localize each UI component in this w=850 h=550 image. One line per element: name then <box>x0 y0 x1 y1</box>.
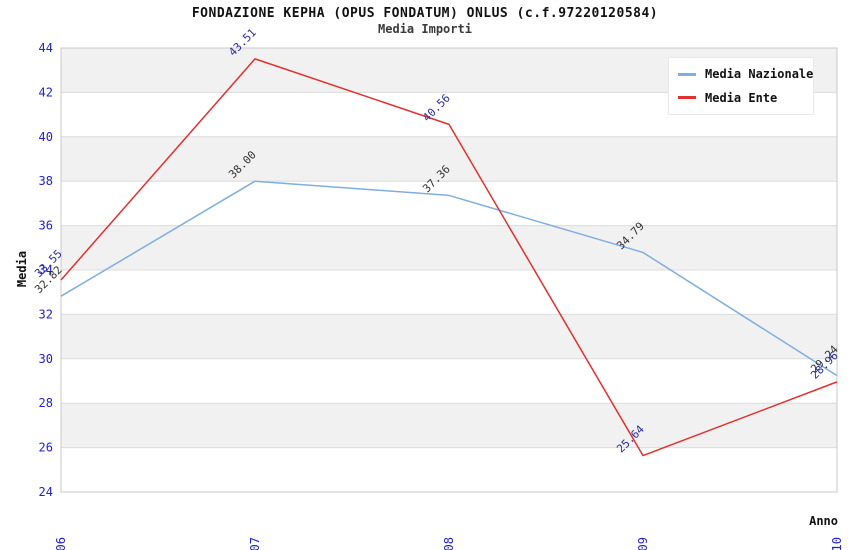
y-tick-label: 40 <box>39 130 53 144</box>
plot-band <box>61 225 837 270</box>
y-tick-label: 32 <box>39 307 53 321</box>
legend-item-label: Media Ente <box>705 90 778 105</box>
y-tick-label: 36 <box>39 219 53 233</box>
x-tick-label: 2009 <box>636 537 650 550</box>
plot-band <box>61 270 837 315</box>
legend-item: Media Ente <box>669 91 813 105</box>
x-tick-label: 2006 <box>54 537 68 550</box>
plot-band <box>61 403 837 448</box>
y-tick-label: 24 <box>39 485 53 499</box>
y-tick-label: 34 <box>39 263 53 277</box>
y-axis-title: Media <box>15 250 29 288</box>
legend-item: Media Nazionale <box>669 67 813 81</box>
x-axis-title: Anno <box>809 514 838 528</box>
plot-band <box>61 181 837 226</box>
plot-band <box>61 314 837 359</box>
x-tick-label: 2010 <box>830 537 844 550</box>
y-tick-label: 28 <box>39 396 53 410</box>
y-tick-label: 42 <box>39 85 53 99</box>
legend: Media Nazionale Media Ente <box>668 57 814 115</box>
y-tick-label: 26 <box>39 441 53 455</box>
plot-band <box>61 136 837 182</box>
y-tick-label: 38 <box>39 174 53 188</box>
chart-title: FONDAZIONE KEPHA (OPUS FONDATUM) ONLUS (… <box>191 6 659 21</box>
legend-swatch-line <box>678 96 696 100</box>
series-line-media-ente <box>60 58 838 457</box>
legend-swatch-line <box>678 72 696 76</box>
chart-subtitle: Media Importi <box>378 22 472 36</box>
y-tick-label: 44 <box>39 41 53 55</box>
plot-band <box>61 447 837 492</box>
series-line-media-nazionale <box>60 180 838 377</box>
x-tick-label: 2007 <box>248 537 262 550</box>
y-tick-label: 30 <box>39 352 53 366</box>
x-tick-label: 2008 <box>442 537 456 550</box>
plot-band <box>61 358 837 404</box>
legend-item-label: Media Nazionale <box>705 67 814 82</box>
plot-border <box>60 47 838 493</box>
